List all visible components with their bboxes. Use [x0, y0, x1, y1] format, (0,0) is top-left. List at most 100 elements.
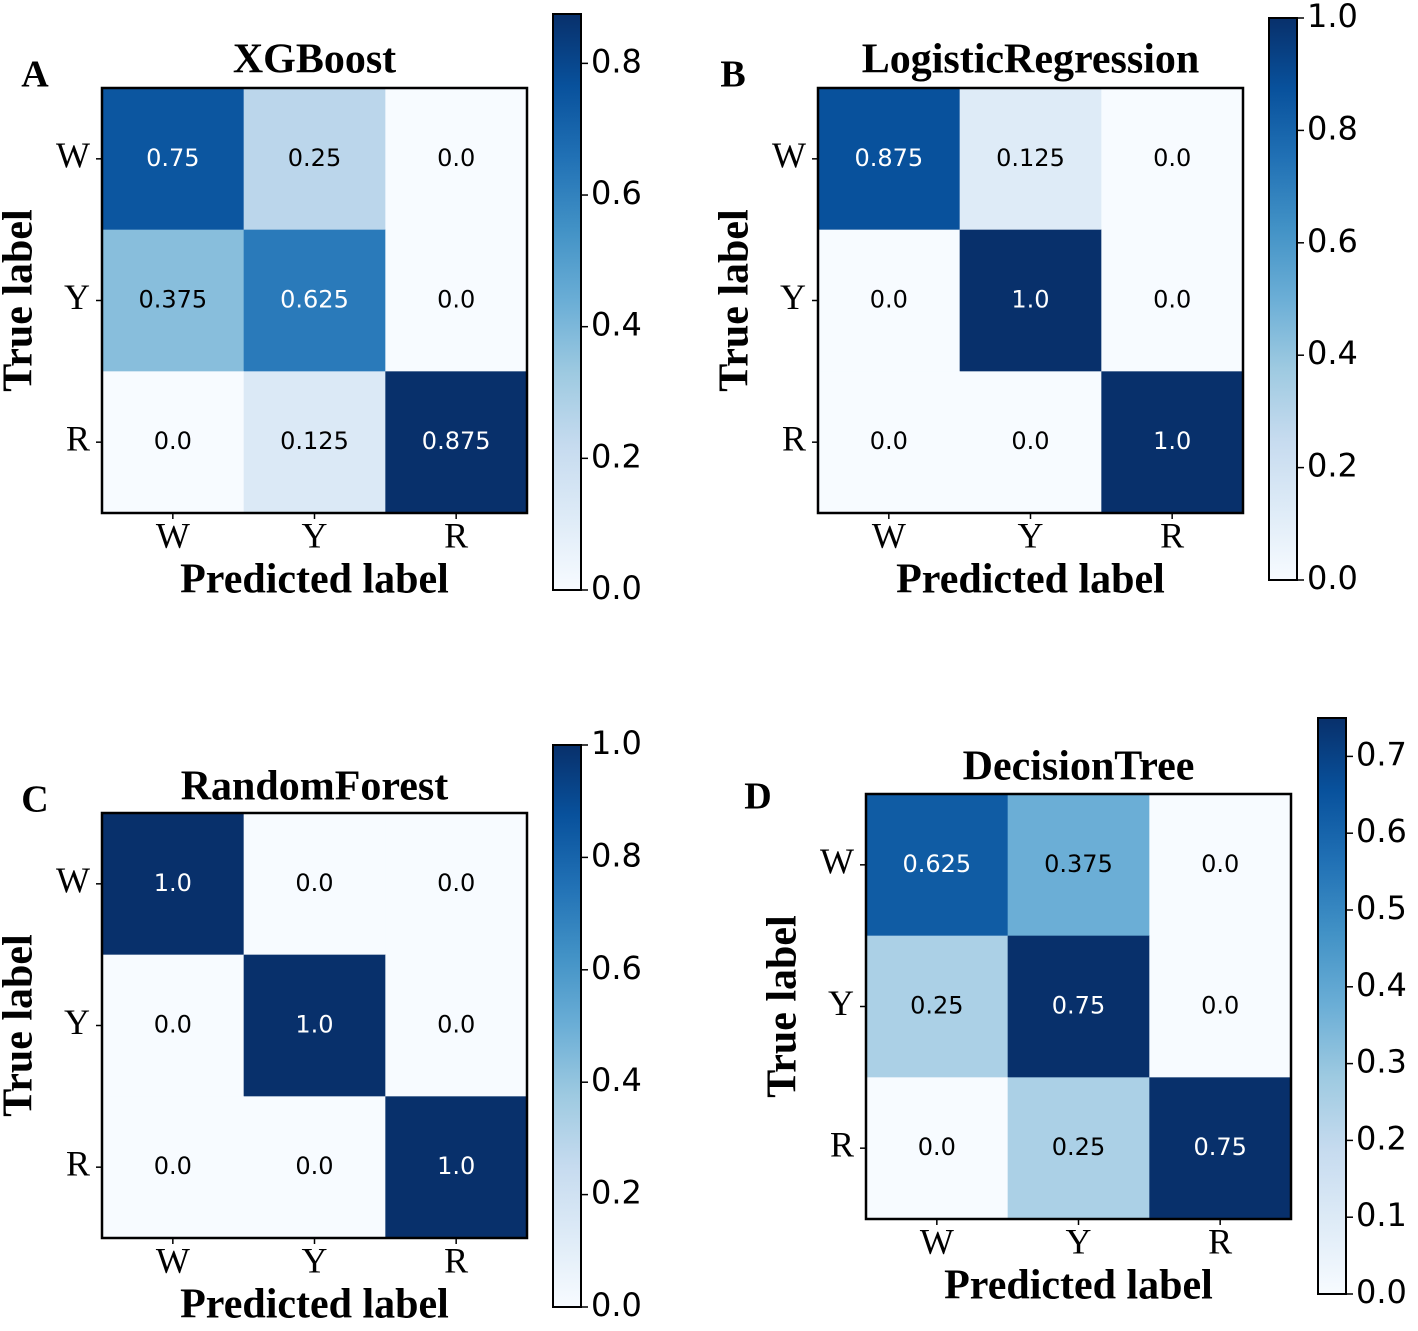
colorbar-tick-label: 0.2 — [1356, 1119, 1407, 1157]
colorbar-tick-label: 1.0 — [1307, 0, 1358, 35]
y-tick-label: W — [56, 860, 90, 900]
panel-label: D — [744, 776, 771, 818]
heatmap-cell — [385, 229, 528, 372]
colorbar — [1317, 717, 1347, 1295]
cell-label: 0.125 — [996, 144, 1065, 172]
y-tick-label: W — [820, 841, 854, 881]
cell-label: 0.25 — [910, 992, 963, 1020]
heatmap-cell — [1007, 794, 1150, 937]
y-axis-label: True label — [0, 209, 42, 391]
heatmap-cell — [1149, 935, 1292, 1078]
heatmap-cell — [102, 813, 245, 956]
cell-label: 0.0 — [437, 869, 475, 897]
colorbar-tick-label: 0.6 — [591, 949, 642, 987]
heatmap-cell — [818, 229, 961, 372]
cell-label: 0.0 — [870, 427, 908, 455]
y-tick-label: Y — [780, 277, 806, 317]
heatmap-cell — [818, 88, 961, 231]
colorbar-tick-label: 0.2 — [591, 1174, 642, 1212]
panel-label: C — [21, 779, 48, 821]
colorbar-tick-label: 0.4 — [1356, 966, 1407, 1004]
cell-label: 0.0 — [154, 1011, 192, 1039]
cell-label: 0.875 — [854, 144, 923, 172]
x-tick-label: Y — [1018, 515, 1044, 555]
cell-label: 1.0 — [1153, 427, 1191, 455]
heatmap-cell — [1007, 1077, 1150, 1220]
cell-label: 0.0 — [918, 1133, 956, 1161]
cell-label: 1.0 — [437, 1152, 475, 1180]
cell-label: 0.0 — [870, 286, 908, 314]
cell-label: 1.0 — [1011, 286, 1049, 314]
x-tick-label: W — [872, 515, 906, 555]
panel-label: A — [21, 54, 49, 96]
cell-label: 0.0 — [1153, 286, 1191, 314]
heatmap-cell — [243, 1096, 386, 1239]
heatmap-cell — [385, 88, 528, 231]
heatmap-cell — [959, 229, 1102, 372]
y-tick-label: R — [830, 1124, 854, 1164]
heatmap-cell — [866, 794, 1009, 937]
colorbar — [1268, 17, 1298, 581]
heatmap-cell — [243, 371, 386, 514]
cell-label: 0.375 — [1044, 850, 1113, 878]
cell-label: 1.0 — [295, 1011, 333, 1039]
y-axis-label: True label — [712, 209, 758, 391]
x-tick-label: Y — [302, 515, 328, 555]
x-tick-label: W — [156, 1240, 190, 1280]
heatmap-cell — [1007, 935, 1150, 1078]
y-tick-label: R — [66, 418, 90, 458]
heatmap-cell — [102, 1096, 245, 1239]
colorbar-tick-label: 0.6 — [1356, 812, 1407, 850]
y-tick-label: Y — [64, 1002, 90, 1042]
x-axis-label: Predicted label — [180, 557, 449, 603]
colorbar-tick-label: 0.6 — [1307, 222, 1358, 260]
colorbar — [552, 13, 582, 591]
y-tick-label: W — [56, 135, 90, 175]
heatmap-cell — [102, 88, 245, 231]
x-tick-label: R — [1208, 1221, 1232, 1261]
colorbar-tick-label: 0.7 — [1356, 735, 1407, 773]
colorbar-tick-label: 0.0 — [1307, 559, 1358, 597]
x-tick-label: R — [444, 515, 468, 555]
heatmap-cell — [866, 1077, 1009, 1220]
x-tick-label: W — [156, 515, 190, 555]
cell-label: 0.75 — [1052, 992, 1105, 1020]
colorbar-tick-label: 0.1 — [1356, 1196, 1407, 1234]
panel-label: B — [720, 54, 745, 96]
heatmap-cell — [243, 229, 386, 372]
cell-label: 0.0 — [295, 1152, 333, 1180]
colorbar-tick-label: 0.2 — [591, 437, 642, 475]
x-tick-label: Y — [1066, 1221, 1092, 1261]
heatmap-cell — [243, 813, 386, 956]
heatmap-cell — [102, 229, 245, 372]
cell-label: 0.0 — [1201, 992, 1239, 1020]
cell-label: 0.0 — [1011, 427, 1049, 455]
heatmap-cell — [1149, 1077, 1292, 1220]
y-tick-label: R — [66, 1143, 90, 1183]
cell-label: 0.0 — [437, 1011, 475, 1039]
chart-title: LogisticRegression — [862, 37, 1200, 83]
y-tick-label: Y — [828, 983, 854, 1023]
heatmap-cell — [866, 935, 1009, 1078]
x-tick-label: R — [1160, 515, 1184, 555]
colorbar-tick-label: 0.4 — [1307, 334, 1358, 372]
cell-label: 0.625 — [280, 286, 349, 314]
cell-label: 0.25 — [288, 144, 341, 172]
y-tick-label: R — [782, 418, 806, 458]
colorbar — [552, 744, 582, 1308]
colorbar-tick-label: 0.0 — [591, 569, 642, 607]
colorbar-tick-label: 0.2 — [1307, 447, 1358, 485]
y-tick-label: W — [772, 135, 806, 175]
cell-label: 0.0 — [437, 144, 475, 172]
cell-label: 0.875 — [422, 427, 491, 455]
cell-label: 1.0 — [154, 869, 192, 897]
heatmap-cell — [959, 371, 1102, 514]
colorbar-tick-label: 0.8 — [1307, 109, 1358, 147]
colorbar-tick-label: 0.6 — [591, 174, 642, 212]
cell-label: 0.0 — [1201, 850, 1239, 878]
heatmap-cell — [102, 954, 245, 1097]
colorbar-tick-label: 0.4 — [591, 1061, 642, 1099]
heatmap-cell — [385, 813, 528, 956]
heatmap-cell — [1149, 794, 1292, 937]
